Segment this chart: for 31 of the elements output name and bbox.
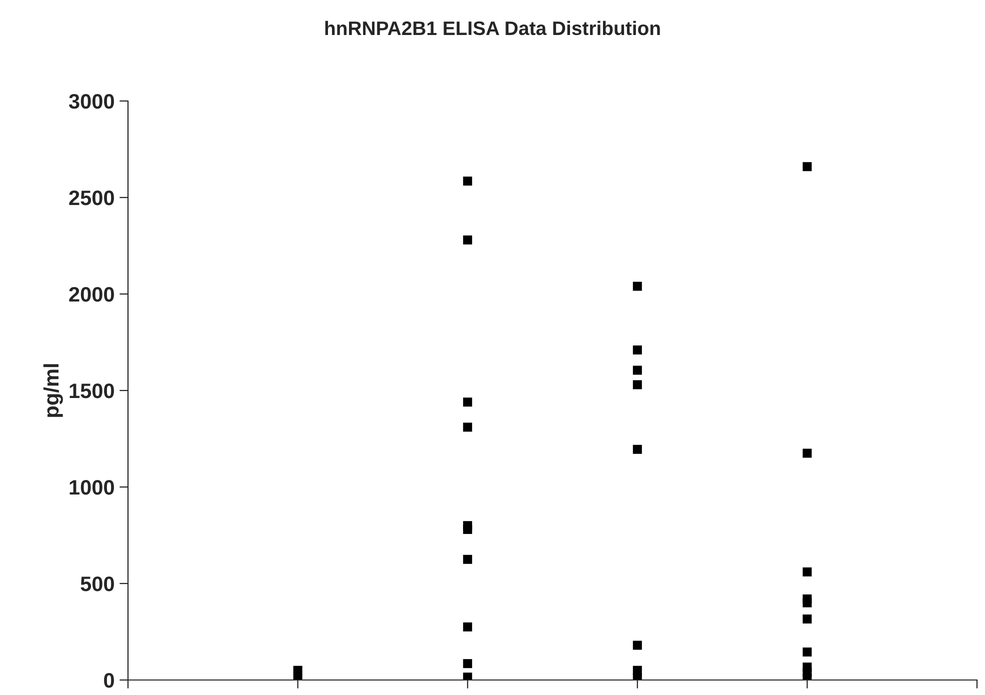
point bbox=[802, 448, 812, 458]
point bbox=[463, 176, 472, 186]
point bbox=[463, 235, 472, 244]
point bbox=[293, 666, 302, 675]
y-tick-label: 2500 bbox=[69, 190, 114, 206]
point bbox=[632, 380, 642, 390]
y-tick-label: 3000 bbox=[68, 94, 114, 109]
point bbox=[632, 444, 642, 454]
point bbox=[632, 282, 642, 291]
point bbox=[463, 398, 472, 407]
point bbox=[463, 659, 472, 668]
y-axis-title: pg/ml bbox=[43, 364, 63, 417]
y-tick-label: 1500 bbox=[70, 384, 114, 398]
point bbox=[463, 422, 472, 432]
point bbox=[632, 366, 642, 375]
point bbox=[632, 640, 642, 650]
y-tick-label: 1000 bbox=[70, 480, 114, 495]
point bbox=[463, 524, 472, 534]
point bbox=[802, 162, 812, 172]
y-tick-label: 500 bbox=[80, 576, 114, 592]
y-tick-label: 2000 bbox=[69, 287, 114, 302]
point bbox=[632, 345, 642, 354]
y-tick-label: 0 bbox=[104, 673, 114, 688]
chart-title: hnRNPA2B1 ELISA Data Distribution bbox=[325, 20, 660, 36]
point bbox=[802, 648, 812, 657]
point bbox=[802, 567, 812, 576]
point bbox=[802, 614, 812, 624]
point bbox=[463, 554, 472, 564]
point bbox=[802, 598, 812, 608]
point bbox=[463, 672, 472, 680]
point bbox=[463, 622, 472, 632]
